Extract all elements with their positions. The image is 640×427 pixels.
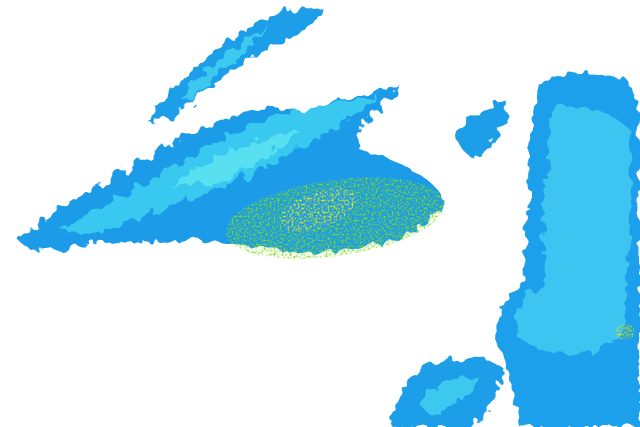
echo-core: [516, 106, 631, 354]
echo-core: [420, 377, 480, 415]
heavy-echo: [225, 177, 635, 340]
echo-band: [148, 8, 325, 122]
echo-core: [170, 130, 300, 185]
echo-patch: [455, 100, 507, 157]
echo-core: [180, 25, 270, 100]
echo-yellow: [615, 324, 635, 340]
echo-yellow: [279, 188, 357, 232]
